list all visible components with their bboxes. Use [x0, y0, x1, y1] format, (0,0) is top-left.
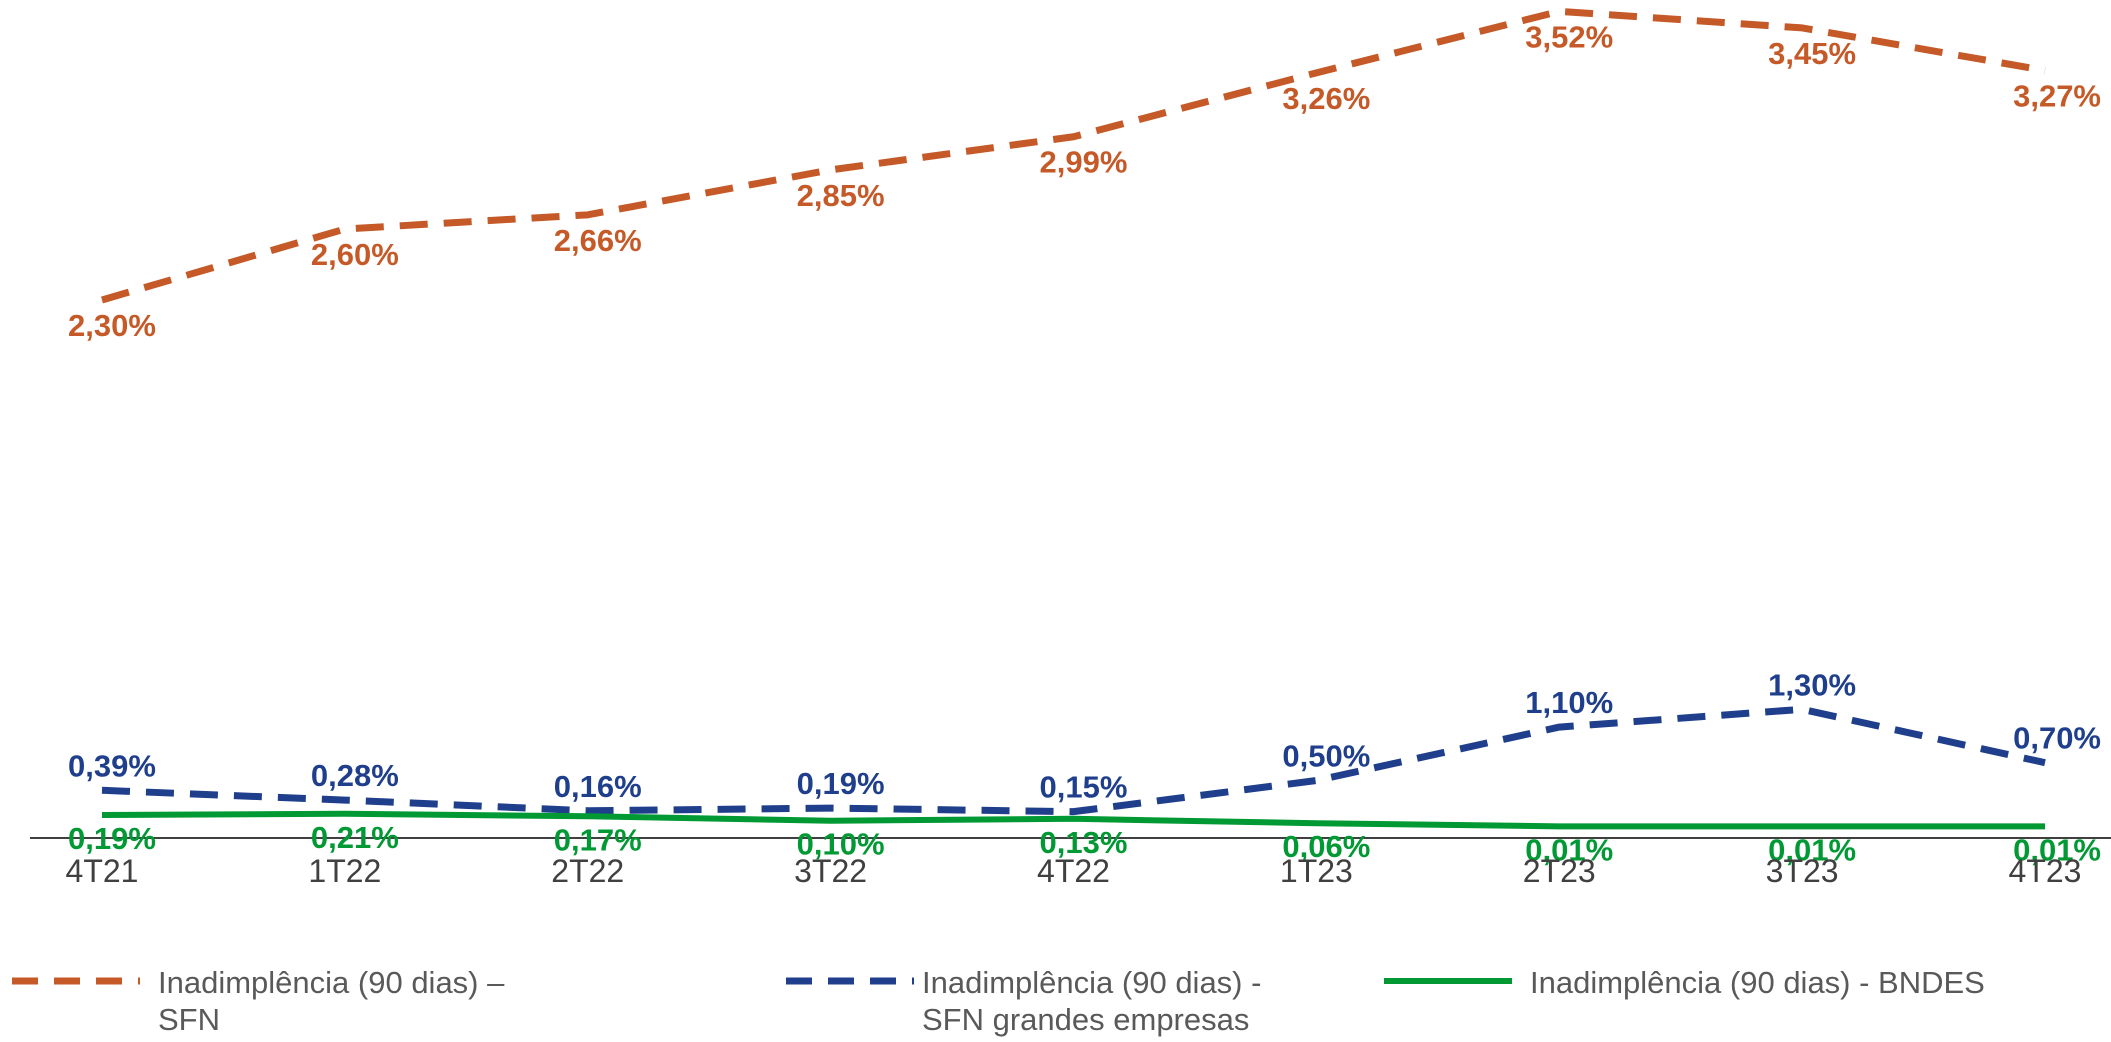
- data-label-0-5: 3,26%: [1282, 81, 1370, 116]
- data-label-2-5: 0,06%: [1282, 829, 1370, 864]
- data-label-2-1: 0,21%: [311, 820, 399, 855]
- data-label-0-1: 2,60%: [311, 237, 399, 272]
- data-label-1-3: 0,19%: [797, 766, 885, 801]
- data-label-0-2: 2,66%: [554, 223, 642, 258]
- data-label-0-7: 3,45%: [1768, 36, 1856, 71]
- x-tick-label-0: 4T21: [66, 853, 139, 889]
- data-label-2-3: 0,10%: [797, 827, 885, 862]
- data-label-1-2: 0,16%: [554, 769, 642, 804]
- data-label-1-7: 1,30%: [1768, 667, 1856, 702]
- data-label-1-6: 1,10%: [1525, 685, 1613, 720]
- x-tick-label-2: 2T22: [551, 853, 624, 889]
- data-label-1-1: 0,28%: [311, 758, 399, 793]
- data-label-0-6: 3,52%: [1525, 19, 1613, 54]
- data-label-1-4: 0,15%: [1040, 770, 1128, 805]
- x-tick-label-6: 2T23: [1523, 853, 1596, 889]
- data-label-1-5: 0,50%: [1282, 739, 1370, 774]
- data-label-0-3: 2,85%: [797, 178, 885, 213]
- x-tick-label-4: 4T22: [1037, 853, 1110, 889]
- legend-label-0-0: Inadimplência (90 dias) –: [158, 965, 505, 1000]
- data-label-2-6: 0,01%: [1525, 832, 1613, 867]
- data-label-0-4: 2,99%: [1040, 145, 1128, 180]
- legend-label-2-0: Inadimplência (90 dias) - BNDES: [1530, 965, 1985, 1000]
- data-label-2-2: 0,17%: [554, 822, 642, 857]
- x-axis-ticks: 4T21 1T22 2T22 3T22 4T22 1T23 2T23 3T23 4T23: [66, 853, 2082, 889]
- series-line-1: [101, 705, 2046, 816]
- data-label-2-0: 0,19%: [68, 821, 156, 856]
- data-label-0-0: 2,30%: [68, 308, 156, 343]
- x-tick-label-7: 3T23: [1766, 853, 1839, 889]
- data-label-2-8: 0,01%: [2013, 832, 2101, 867]
- legend-label-1-1: SFN grandes empresas: [922, 1002, 1249, 1037]
- data-label-1-0: 0,39%: [68, 748, 156, 783]
- legend: Inadimplência (90 dias) –SFN Inadimplênci…: [12, 965, 1985, 1037]
- data-labels: 2,30% 2,60% 2,66% 2,85% 2,99% 3,26% 3,52% 3,45%…: [68, 19, 2101, 867]
- x-tick-label-1: 1T22: [308, 853, 381, 889]
- legend-label-1-0: Inadimplência (90 dias) -: [922, 965, 1261, 1000]
- data-label-0-8: 3,27%: [2013, 78, 2101, 113]
- series-line-2: [101, 810, 2045, 830]
- data-label-2-4: 0,13%: [1040, 825, 1128, 860]
- legend-label-0-1: SFN: [158, 1002, 220, 1037]
- x-tick-label-8: 4T23: [2009, 853, 2082, 889]
- data-label-1-8: 0,70%: [2013, 721, 2101, 756]
- data-label-2-7: 0,01%: [1768, 832, 1856, 867]
- series-lines: [101, 7, 2046, 830]
- x-tick-label-3: 3T22: [794, 853, 867, 889]
- series-line-0: [101, 7, 2046, 304]
- x-tick-label-5: 1T23: [1280, 853, 1353, 889]
